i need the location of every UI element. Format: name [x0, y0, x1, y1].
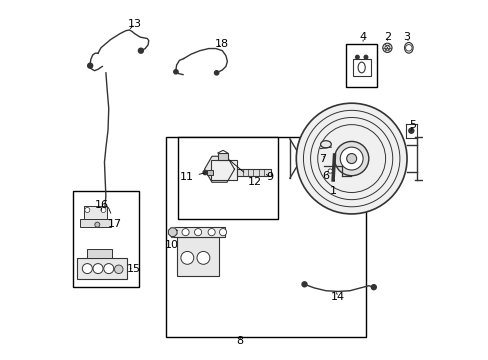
Text: 11: 11 — [179, 172, 204, 182]
Bar — [346, 44, 376, 87]
Circle shape — [102, 211, 107, 216]
Bar — [77, 258, 127, 279]
Circle shape — [327, 169, 332, 173]
Ellipse shape — [320, 141, 331, 148]
Text: 6: 6 — [322, 171, 329, 181]
Circle shape — [219, 229, 226, 236]
Text: 13: 13 — [127, 19, 142, 29]
Text: 16: 16 — [94, 200, 108, 210]
Text: 5: 5 — [408, 120, 415, 130]
Circle shape — [138, 48, 143, 53]
Circle shape — [182, 229, 189, 236]
Text: 4: 4 — [359, 32, 366, 42]
Circle shape — [405, 45, 411, 51]
Circle shape — [296, 103, 406, 214]
Text: 9: 9 — [266, 172, 273, 182]
Text: 7: 7 — [318, 154, 325, 164]
Circle shape — [197, 251, 209, 264]
Circle shape — [203, 170, 207, 175]
Polygon shape — [168, 228, 177, 237]
Circle shape — [302, 282, 306, 287]
Bar — [165, 137, 365, 337]
Circle shape — [384, 45, 389, 50]
Bar — [80, 219, 110, 227]
Circle shape — [103, 264, 114, 274]
Text: 2: 2 — [383, 32, 390, 42]
Text: 18: 18 — [214, 39, 228, 49]
Circle shape — [194, 229, 201, 236]
Circle shape — [101, 207, 106, 212]
Circle shape — [84, 207, 90, 212]
Circle shape — [334, 141, 368, 176]
Circle shape — [370, 285, 376, 290]
Text: 15: 15 — [126, 264, 141, 274]
Circle shape — [114, 265, 123, 274]
Bar — [83, 206, 107, 219]
Bar — [217, 153, 227, 160]
Bar — [178, 137, 278, 219]
Bar — [87, 249, 112, 258]
Circle shape — [207, 229, 215, 236]
Bar — [237, 168, 271, 176]
Text: 17: 17 — [108, 208, 122, 229]
Polygon shape — [204, 156, 234, 182]
Bar — [210, 160, 237, 180]
Circle shape — [82, 264, 92, 274]
Circle shape — [87, 63, 93, 68]
Text: 8: 8 — [236, 337, 244, 346]
Text: 12: 12 — [229, 160, 262, 187]
Bar — [176, 237, 219, 276]
Circle shape — [364, 55, 367, 59]
Bar — [206, 170, 212, 175]
Circle shape — [340, 147, 363, 170]
Circle shape — [93, 264, 103, 274]
Bar — [352, 59, 370, 76]
Bar — [171, 227, 224, 237]
Circle shape — [346, 154, 356, 163]
Circle shape — [355, 55, 358, 59]
Bar — [73, 191, 139, 287]
Circle shape — [95, 222, 100, 227]
Circle shape — [382, 43, 391, 53]
Text: 14: 14 — [330, 292, 345, 302]
Circle shape — [214, 71, 218, 75]
Circle shape — [181, 251, 193, 264]
Text: 10: 10 — [164, 237, 178, 250]
Circle shape — [173, 69, 178, 74]
Text: 1: 1 — [329, 180, 336, 197]
Ellipse shape — [404, 42, 412, 53]
Circle shape — [408, 128, 413, 133]
Text: 3: 3 — [403, 32, 410, 42]
